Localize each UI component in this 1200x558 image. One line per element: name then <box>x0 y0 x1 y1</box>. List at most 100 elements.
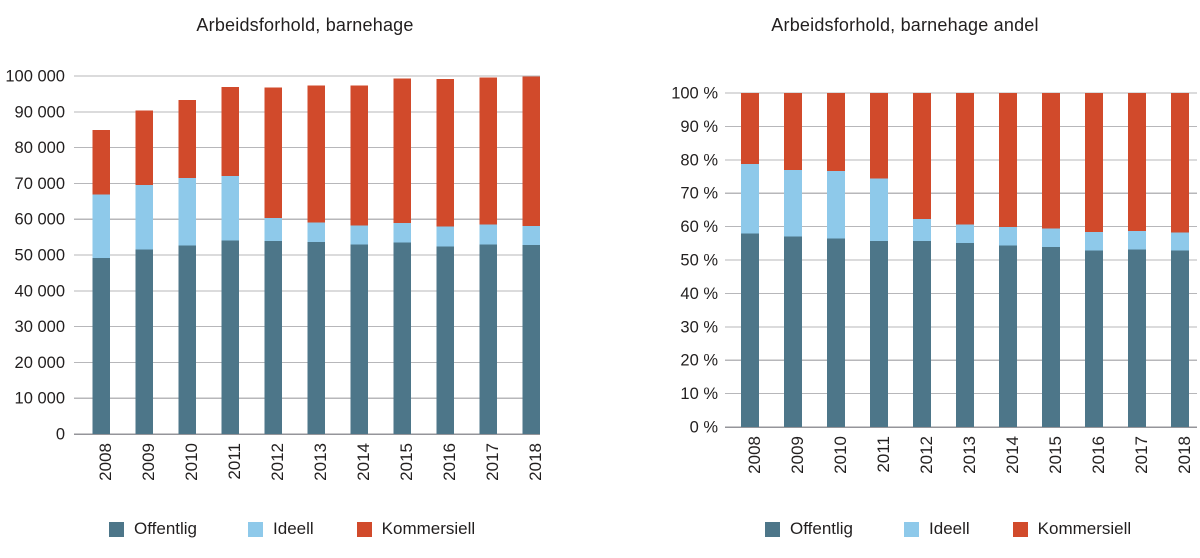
bar-2015-ideell <box>1042 228 1060 247</box>
x-tick-label: 2015 <box>1046 436 1065 474</box>
legend-swatch-offentlig <box>109 521 124 537</box>
legend-label: Ideell <box>929 519 970 538</box>
y-tick-label: 90 % <box>680 118 718 136</box>
x-tick-label: 2013 <box>960 436 979 474</box>
legend-swatch-kommersiell <box>356 521 372 537</box>
bar-2016-ideell <box>1085 231 1103 251</box>
bar-2013-ideell <box>956 224 974 243</box>
bar-2010-offentlig <box>827 238 845 427</box>
x-tick-label: 2009 <box>139 443 158 481</box>
bar-2014-ideell <box>350 225 368 245</box>
bar-2009-offentlig <box>135 249 153 434</box>
x-tick-label: 2017 <box>1132 436 1151 474</box>
y-tick-label: 60 000 <box>15 211 65 229</box>
bar-2017-ideell <box>479 224 497 245</box>
bar-2015-offentlig <box>1042 246 1060 427</box>
legend-share: Offentlig Ideell Kommersiell <box>765 519 1131 539</box>
bar-2015-offentlig <box>393 242 411 434</box>
bar-2014-offentlig <box>999 245 1017 427</box>
legend-swatch-offentlig <box>765 521 780 537</box>
bar-2015-kommersiell <box>393 78 411 223</box>
bar-2009-kommersiell <box>135 110 153 185</box>
x-tick-label: 2016 <box>440 443 459 481</box>
bar-2008-offentlig <box>92 257 110 434</box>
bar-2018-offentlig <box>1171 250 1189 427</box>
bar-2008-offentlig <box>741 233 759 427</box>
x-tick-label: 2012 <box>917 436 936 474</box>
bar-2012-ideell <box>264 218 282 242</box>
bar-2009-offentlig <box>784 236 802 427</box>
bar-2016-ideell <box>436 226 454 247</box>
bar-2010-ideell <box>178 178 196 246</box>
bar-2011-ideell <box>221 175 239 241</box>
bar-2011-kommersiell <box>221 87 239 176</box>
x-tick-label: 2011 <box>874 436 893 473</box>
chart-absolute: 100 000 90 000 80 000 70 000 60 000 50 000 40 … <box>5 15 545 539</box>
y-tick-label: 60 % <box>680 218 718 236</box>
bar-2012-offentlig <box>913 240 931 427</box>
legend-item-ideell: Ideell <box>248 519 314 539</box>
bar-2018-ideell <box>1171 232 1189 251</box>
bar-2018-offentlig <box>522 244 540 434</box>
bar-2012-offentlig <box>264 241 282 434</box>
bar-2017-kommersiell <box>1128 93 1146 231</box>
y-tick-label: 80 % <box>680 151 718 169</box>
x-tick-label: 2014 <box>354 443 373 481</box>
bar-2015-ideell <box>393 222 411 243</box>
bar-2016-kommersiell <box>1085 93 1103 232</box>
x-tick-label: 2010 <box>182 443 201 481</box>
bar-2010-ideell <box>827 171 845 239</box>
bar-2013-kommersiell <box>307 85 325 223</box>
legend-item-kommersiell: Kommersiell <box>1012 519 1131 539</box>
x-tick-label: 2010 <box>831 436 850 474</box>
bar-2016-kommersiell <box>436 78 454 227</box>
bar-2015-kommersiell <box>1042 93 1060 229</box>
y-tick-label: 40 000 <box>15 282 65 300</box>
y-tick-label: 100 % <box>671 85 718 103</box>
bar-2016-offentlig <box>436 246 454 434</box>
y-tick-label: 0 <box>56 426 65 444</box>
bar-2018-kommersiell <box>1171 93 1189 233</box>
bar-2012-kommersiell <box>913 93 931 219</box>
bar-2013-kommersiell <box>956 93 974 225</box>
bar-2010-offentlig <box>178 245 196 434</box>
bar-2011-offentlig <box>221 240 239 434</box>
bar-2008-kommersiell <box>741 93 759 164</box>
bar-2008-ideell <box>92 194 110 258</box>
legend-label: Ideell <box>273 519 314 538</box>
bar-2014-kommersiell <box>999 93 1017 227</box>
bar-2009-kommersiell <box>784 93 802 170</box>
y-tick-label: 40 % <box>680 285 718 303</box>
bar-2014-offentlig <box>350 244 368 434</box>
x-tick-label: 2012 <box>268 443 287 481</box>
bar-2008-ideell <box>741 163 759 234</box>
legend-item-kommersiell: Kommersiell <box>356 519 475 539</box>
y-tick-label: 30 000 <box>15 318 65 336</box>
x-tick-label: 2008 <box>96 443 115 481</box>
legend-label: Offentlig <box>790 519 854 538</box>
bar-2014-ideell <box>999 226 1017 246</box>
x-tick-label: 2018 <box>1175 436 1194 474</box>
y-tick-label: 10 000 <box>15 390 65 408</box>
y-tick-label: 20 % <box>680 352 718 370</box>
y-tick-label: 100 000 <box>5 68 65 86</box>
bar-2011-offentlig <box>870 240 888 427</box>
x-tick-label: 2017 <box>483 443 502 481</box>
legend-swatch-kommersiell <box>1012 521 1028 537</box>
bar-2018-ideell <box>522 226 540 245</box>
x-tick-label: 2013 <box>311 443 330 481</box>
x-tick-label: 2016 <box>1089 436 1108 474</box>
y-tick-label: 50 000 <box>15 247 65 265</box>
y-tick-label: 70 000 <box>15 175 65 193</box>
bar-2012-kommersiell <box>264 87 282 219</box>
x-tick-label: 2015 <box>397 443 416 481</box>
y-tick-label: 10 % <box>680 385 718 403</box>
bar-2017-offentlig <box>1128 249 1146 427</box>
bar-2009-ideell <box>135 184 153 250</box>
y-tick-label: 0 % <box>690 419 719 437</box>
bar-2017-ideell <box>1128 230 1146 250</box>
legend-swatch-ideell <box>248 521 264 537</box>
bar-2013-offentlig <box>956 242 974 427</box>
x-tick-label: 2018 <box>526 443 545 481</box>
legend-swatch-ideell <box>904 521 920 537</box>
